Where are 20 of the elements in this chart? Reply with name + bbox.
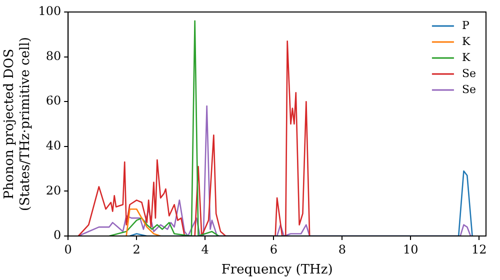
y-tick-label: 100 (38, 4, 62, 18)
x-tick-label: 0 (64, 242, 72, 256)
x-tick-label: 10 (403, 242, 418, 256)
legend-label: K (462, 50, 471, 64)
legend-label: Se (462, 82, 476, 96)
y-tick-label: 60 (46, 94, 62, 108)
x-tick-label: 6 (270, 242, 278, 256)
y-axis-title: Phonon projected DOS (States/THz·primitive cell) (2, 36, 33, 212)
x-tick-label: 2 (132, 242, 140, 256)
x-tick-label: 8 (338, 242, 346, 256)
x-tick-label: 12 (472, 242, 487, 256)
x-tick-label: 4 (201, 242, 210, 256)
y-tick-label: 80 (46, 48, 62, 63)
legend-label: K (462, 34, 471, 48)
y-tick-label: 40 (46, 138, 62, 153)
legend-label: Se (462, 66, 476, 80)
y-tick-label: 0 (53, 228, 62, 242)
x-axis-title: Frequency (THz) (221, 262, 333, 278)
legend-label: P (462, 18, 470, 32)
y-tick-label: 20 (46, 183, 62, 198)
